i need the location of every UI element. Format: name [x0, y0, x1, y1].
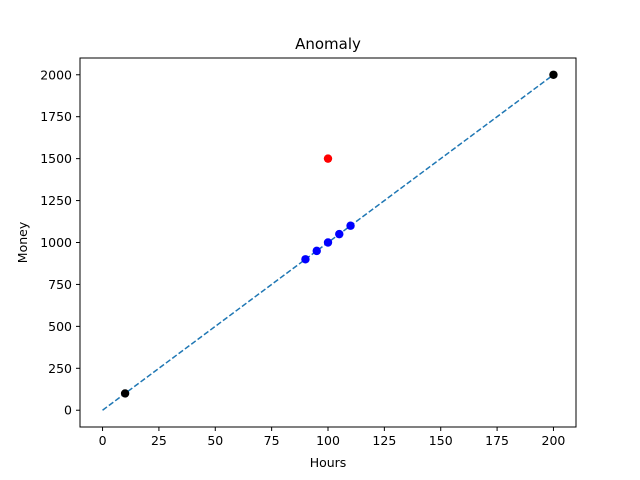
y-axis-title: Money — [15, 221, 30, 263]
x-tick-label: 50 — [207, 433, 223, 448]
data-point — [346, 221, 355, 230]
data-point — [120, 389, 130, 398]
y-tick-label: 750 — [48, 277, 72, 292]
x-tick-label: 75 — [264, 433, 280, 448]
data-point — [301, 255, 310, 264]
data-point — [549, 70, 558, 79]
data-point — [312, 246, 321, 256]
x-axis-title: Hours — [310, 455, 347, 470]
x-tick-label: 200 — [542, 433, 566, 448]
x-tick-label: 125 — [372, 433, 396, 448]
data-point — [335, 229, 344, 239]
x-tick-label: 175 — [485, 433, 509, 448]
x-tick-label: 150 — [429, 433, 453, 448]
y-tick-label: 500 — [48, 319, 72, 334]
data-point — [323, 238, 333, 247]
data-point — [323, 154, 333, 163]
marks-layer — [102, 70, 558, 411]
y-tick-label: 1000 — [40, 235, 72, 250]
chart-title: Anomaly — [295, 35, 361, 53]
x-tick-label: 25 — [151, 433, 167, 448]
y-tick-label: 1500 — [40, 151, 72, 166]
x-tick-label: 0 — [99, 433, 107, 448]
ticks-layer: 0 25 50 75 100 125 150 175 200025050075010001250… — [40, 67, 565, 448]
x-tick-label: 100 — [316, 433, 340, 448]
y-tick-label: 250 — [48, 361, 72, 376]
y-tick-label: 0 — [64, 403, 72, 418]
y-tick-label: 1750 — [40, 109, 72, 124]
y-tick-label: 2000 — [40, 67, 72, 82]
y-tick-label: 1250 — [40, 193, 72, 208]
